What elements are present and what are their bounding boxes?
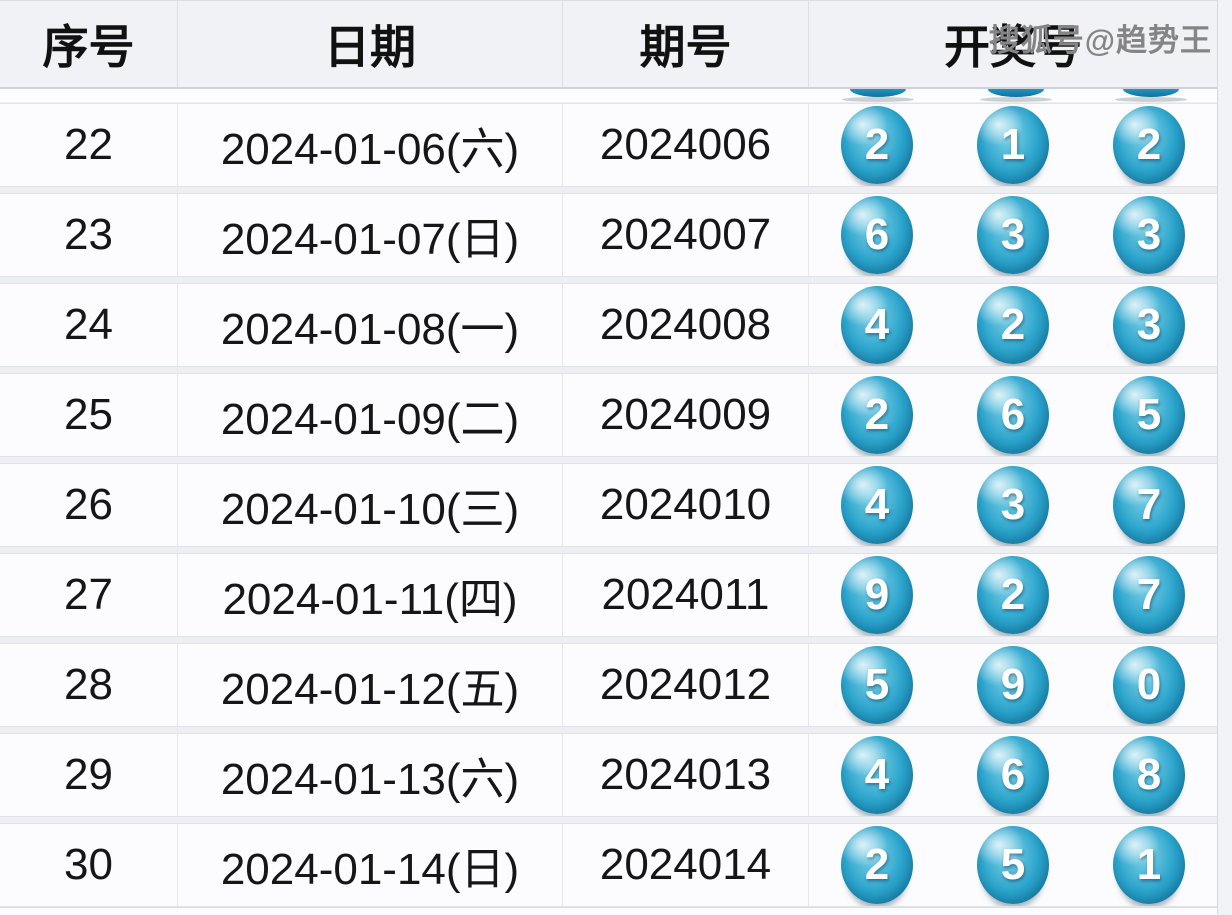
lottery-ball: 1 xyxy=(1113,826,1185,904)
cell-issue: 2024013 xyxy=(563,734,809,816)
cell-issue: 2024012 xyxy=(563,644,809,726)
cutoff-cell-date xyxy=(178,89,563,102)
cell-issue: 2024009 xyxy=(563,374,809,456)
lottery-ball: 5 xyxy=(977,826,1049,904)
cell-date: 2024-01-08(一) xyxy=(178,284,563,366)
lottery-ball: 5 xyxy=(1113,376,1185,454)
page-right-margin xyxy=(1218,0,1232,914)
lottery-ball: 2 xyxy=(1113,106,1185,184)
column-header-date: 日期 xyxy=(178,1,563,87)
lottery-ball: 2 xyxy=(841,826,913,904)
cell-index: 22 xyxy=(0,104,178,186)
column-header-issue: 期号 xyxy=(563,1,809,87)
cell-date: 2024-01-06(六) xyxy=(178,104,563,186)
lottery-ball: 7 xyxy=(1113,466,1185,544)
cutoff-ball-sliver xyxy=(980,89,1052,102)
cell-issue: 2024014 xyxy=(563,824,809,906)
cell-index: 26 xyxy=(0,464,178,546)
cell-index: 29 xyxy=(0,734,178,816)
lottery-ball: 7 xyxy=(1113,556,1185,634)
cell-date: 2024-01-11(四) xyxy=(178,554,563,636)
lottery-ball: 3 xyxy=(1113,196,1185,274)
lottery-ball: 4 xyxy=(841,286,913,364)
cutoff-cell-issue xyxy=(563,89,809,102)
cell-issue: 2024006 xyxy=(563,104,809,186)
cell-date: 2024-01-14(日) xyxy=(178,824,563,906)
cell-issue: 2024011 xyxy=(563,554,809,636)
column-header-draw-numbers: 开奖号 xyxy=(944,21,1082,73)
cell-date: 2024-01-07(日) xyxy=(178,194,563,276)
lottery-ball: 9 xyxy=(841,556,913,634)
cell-date: 2024-01-10(三) xyxy=(178,464,563,546)
lottery-ball: 6 xyxy=(977,736,1049,814)
lottery-ball: 4 xyxy=(841,736,913,814)
cell-index: 27 xyxy=(0,554,178,636)
cell-date: 2024-01-09(二) xyxy=(178,374,563,456)
lottery-ball: 3 xyxy=(977,196,1049,274)
lottery-ball: 5 xyxy=(841,646,913,724)
table-header-row: 序号 日期 期号 开奖号 xyxy=(0,1,1217,89)
cell-index: 25 xyxy=(0,374,178,456)
cutoff-ball-sliver xyxy=(1115,89,1187,102)
cell-date: 2024-01-13(六) xyxy=(178,734,563,816)
cutoff-ball-sliver xyxy=(842,89,914,102)
lottery-ball: 4 xyxy=(841,466,913,544)
lottery-ball: 2 xyxy=(841,106,913,184)
cutoff-cell-balls xyxy=(809,89,1217,102)
lottery-ball: 2 xyxy=(841,376,913,454)
lottery-ball: 6 xyxy=(977,376,1049,454)
cell-index: 23 xyxy=(0,194,178,276)
cell-index: 24 xyxy=(0,284,178,366)
lottery-ball: 0 xyxy=(1113,646,1185,724)
cell-issue: 2024008 xyxy=(563,284,809,366)
cell-issue: 2024007 xyxy=(563,194,809,276)
cutoff-next-row xyxy=(0,907,1217,915)
lottery-ball: 8 xyxy=(1113,736,1185,814)
lottery-ball: 1 xyxy=(977,106,1049,184)
cell-index: 30 xyxy=(0,824,178,906)
cell-issue: 2024010 xyxy=(563,464,809,546)
watermark-text: 搜狐号@趋势王 xyxy=(988,23,1212,58)
cell-date: 2024-01-12(五) xyxy=(178,644,563,726)
lottery-ball: 2 xyxy=(977,286,1049,364)
cutoff-previous-row xyxy=(0,89,1217,103)
cutoff-cell-index xyxy=(0,89,178,102)
cell-index: 28 xyxy=(0,644,178,726)
lottery-ball: 6 xyxy=(841,196,913,274)
lottery-ball: 3 xyxy=(1113,286,1185,364)
lottery-ball: 9 xyxy=(977,646,1049,724)
lottery-ball: 2 xyxy=(977,556,1049,634)
column-header-index: 序号 xyxy=(0,1,178,87)
lottery-ball: 3 xyxy=(977,466,1049,544)
